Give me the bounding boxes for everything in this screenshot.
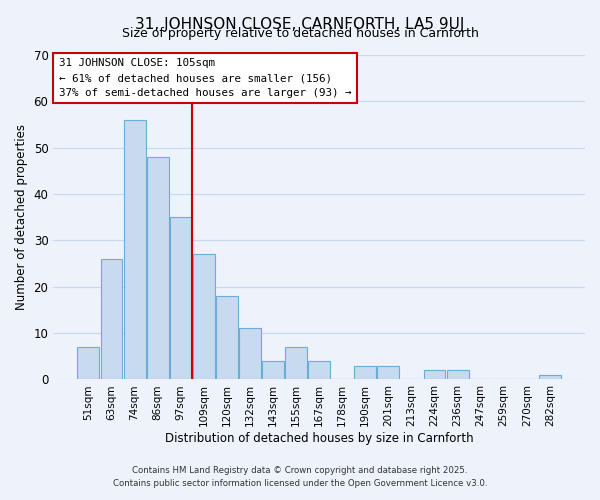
- Bar: [193, 254, 215, 380]
- Text: Contains HM Land Registry data © Crown copyright and database right 2025.
Contai: Contains HM Land Registry data © Crown c…: [113, 466, 487, 487]
- Bar: [308, 361, 330, 380]
- Bar: [377, 366, 400, 380]
- Bar: [124, 120, 146, 380]
- Text: Size of property relative to detached houses in Carnforth: Size of property relative to detached ho…: [122, 28, 478, 40]
- Bar: [424, 370, 445, 380]
- Bar: [285, 347, 307, 380]
- Bar: [216, 296, 238, 380]
- Bar: [539, 375, 561, 380]
- Bar: [101, 259, 122, 380]
- Bar: [446, 370, 469, 380]
- Bar: [77, 347, 100, 380]
- Bar: [170, 217, 191, 380]
- Text: 31, JOHNSON CLOSE, CARNFORTH, LA5 9UJ: 31, JOHNSON CLOSE, CARNFORTH, LA5 9UJ: [136, 18, 464, 32]
- Y-axis label: Number of detached properties: Number of detached properties: [15, 124, 28, 310]
- Bar: [239, 328, 261, 380]
- Bar: [355, 366, 376, 380]
- Bar: [262, 361, 284, 380]
- Text: 31 JOHNSON CLOSE: 105sqm
← 61% of detached houses are smaller (156)
37% of semi-: 31 JOHNSON CLOSE: 105sqm ← 61% of detach…: [59, 58, 351, 98]
- X-axis label: Distribution of detached houses by size in Carnforth: Distribution of detached houses by size …: [165, 432, 473, 445]
- Bar: [146, 157, 169, 380]
